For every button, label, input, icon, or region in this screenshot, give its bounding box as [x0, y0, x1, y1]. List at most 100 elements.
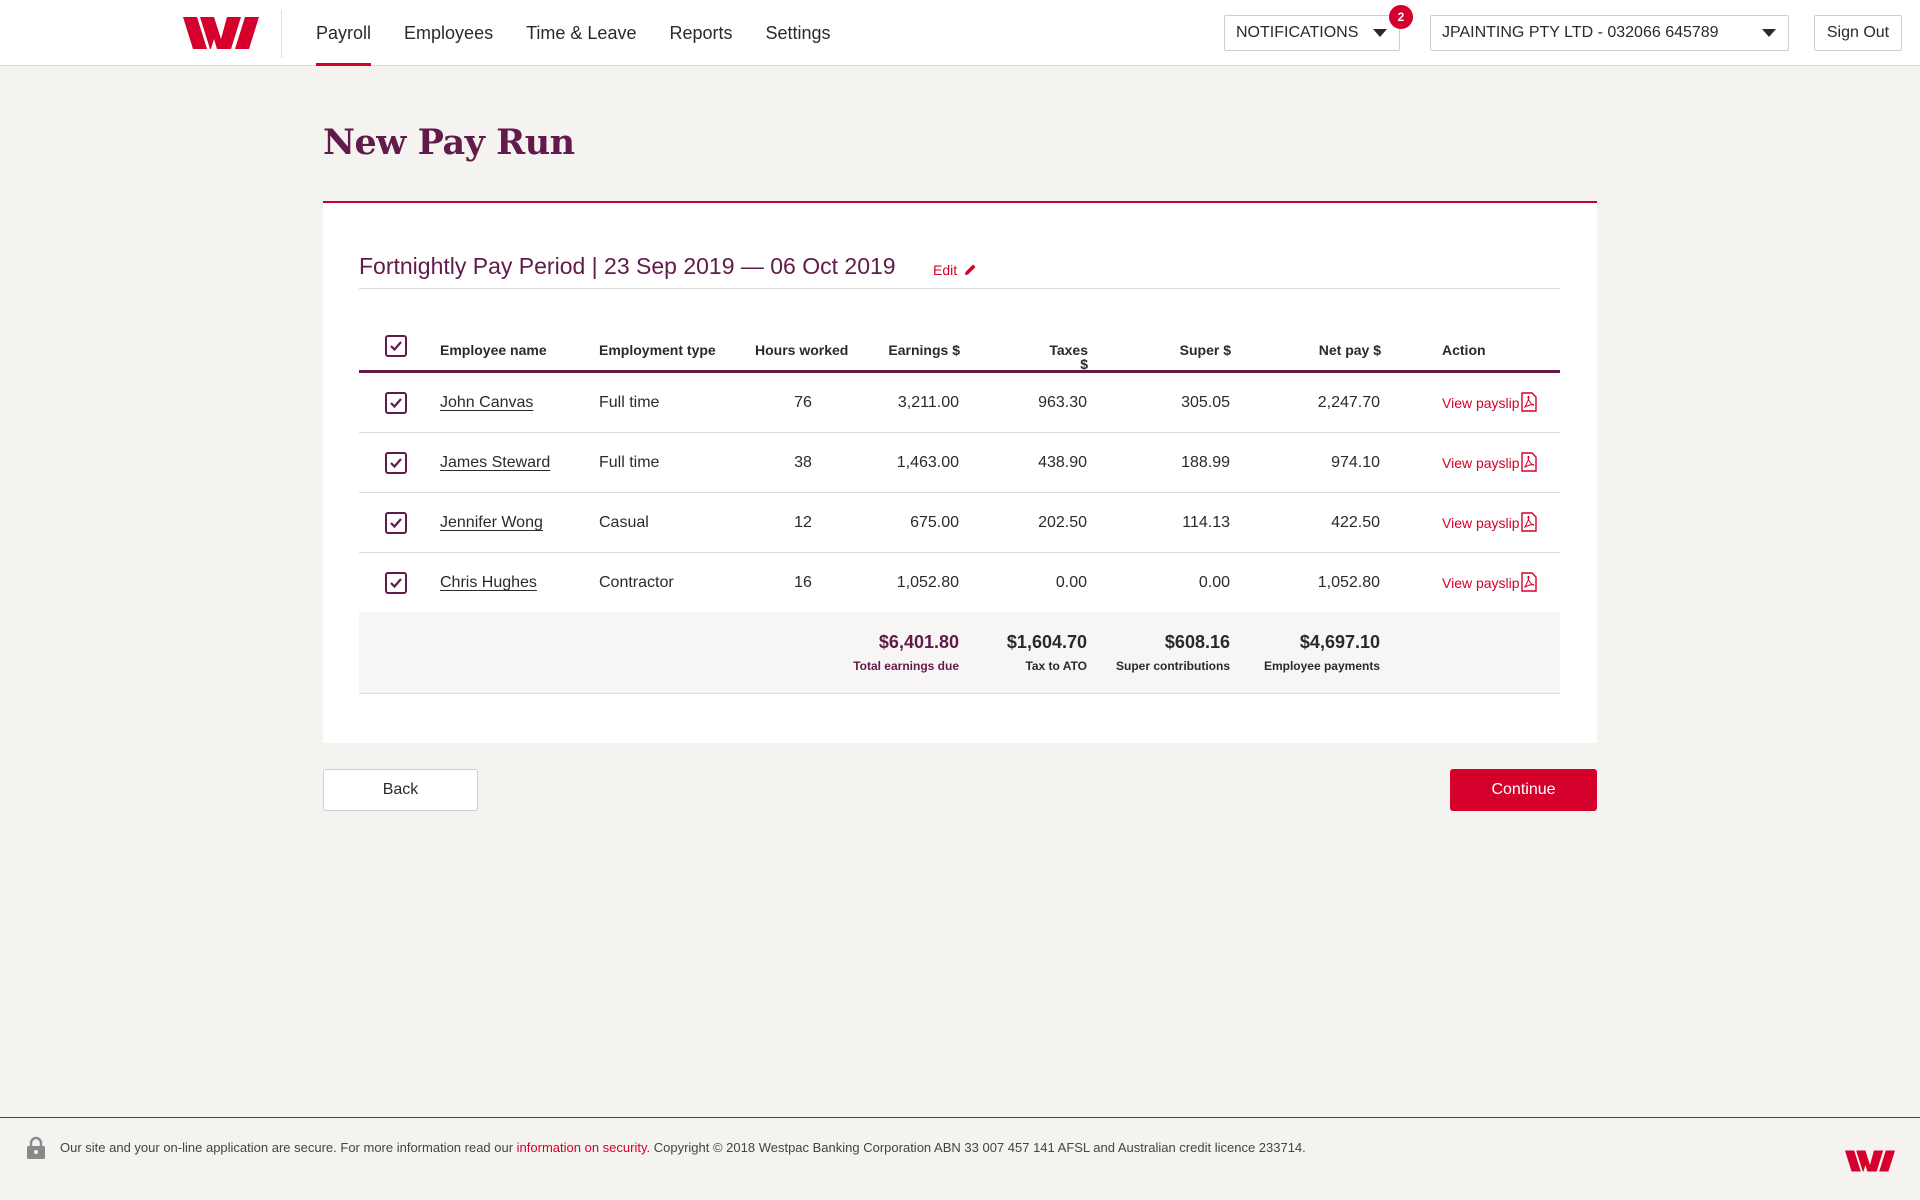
taxes: 202.50 — [1038, 514, 1087, 531]
col-action: Action — [1442, 342, 1486, 358]
totals-row: $6,401.80 Total earnings due $1,604.70 T… — [359, 612, 1560, 694]
account-label: JPAINTING PTY LTD - 032066 645789 — [1442, 24, 1719, 41]
super: 0.00 — [1198, 574, 1230, 591]
employee-name-link[interactable]: James Steward — [440, 454, 551, 471]
continue-button[interactable]: Continue — [1450, 769, 1597, 811]
employment-type: Full time — [599, 454, 660, 471]
row-checkbox[interactable] — [385, 512, 407, 534]
pay-period-title: Fortnightly Pay Period | 23 Sep 2019 — 0… — [359, 253, 896, 279]
period-divider — [359, 288, 1560, 289]
taxes: 0.00 — [1055, 574, 1087, 591]
hours-worked: 16 — [794, 574, 812, 591]
employment-type: Full time — [599, 394, 660, 411]
notifications-count-badge: 2 — [1389, 5, 1413, 29]
account-selector[interactable]: JPAINTING PTY LTD - 032066 645789 — [1430, 15, 1789, 51]
super: 188.99 — [1181, 454, 1230, 471]
notifications-dropdown[interactable]: NOTIFICATIONS — [1224, 15, 1400, 51]
edit-period-link[interactable]: Edit — [933, 262, 977, 278]
total-tax-value: $1,604.70 — [1006, 632, 1087, 652]
employment-type: Casual — [599, 514, 649, 531]
westpac-logo-icon[interactable] — [183, 17, 259, 49]
col-earnings: Earnings $ — [888, 342, 960, 358]
table-row: Jennifer Wong Casual 12 675.00 202.50 11… — [359, 493, 1560, 553]
view-payslip-link[interactable]: View payslip — [1442, 395, 1520, 411]
pencil-icon — [965, 264, 976, 275]
col-employment-type: Employment type — [599, 342, 716, 358]
hours-worked: 12 — [794, 514, 812, 531]
checkmark-icon — [390, 398, 402, 409]
earnings: 3,211.00 — [897, 394, 959, 411]
chevron-down-icon — [1373, 29, 1387, 37]
employee-name-link[interactable]: Chris Hughes — [440, 574, 537, 591]
row-checkbox[interactable] — [385, 392, 407, 414]
col-employee-name: Employee name — [440, 342, 547, 358]
view-payslip-link[interactable]: View payslip — [1442, 515, 1520, 531]
nav-settings[interactable]: Settings — [765, 23, 831, 43]
table-row: John Canvas Full time 76 3,211.00 963.30… — [359, 373, 1560, 433]
top-header: Payroll Employees Time & Leave Reports S… — [0, 0, 1920, 66]
total-net-value: $4,697.10 — [1299, 632, 1380, 652]
col-taxes: Taxes $ — [1049, 342, 1088, 372]
footer-text: Our site and your on-line application ar… — [60, 1140, 1306, 1155]
checkmark-icon — [390, 578, 402, 589]
pay-run-card: Fortnightly Pay Period | 23 Sep 2019 — 0… — [323, 201, 1597, 743]
nav-employees[interactable]: Employees — [404, 23, 494, 43]
back-button[interactable]: Back — [323, 769, 478, 811]
page-footer: Our site and your on-line application ar… — [0, 1117, 1920, 1200]
net-pay: 974.10 — [1331, 454, 1380, 471]
checkmark-icon — [390, 458, 402, 469]
taxes: 963.30 — [1038, 394, 1087, 411]
nav-reports[interactable]: Reports — [669, 23, 733, 43]
notifications-label: NOTIFICATIONS — [1236, 24, 1359, 41]
total-tax-label: Tax to ATO — [1025, 659, 1087, 673]
super: 114.13 — [1182, 514, 1230, 531]
employee-name-link[interactable]: Jennifer Wong — [440, 514, 543, 531]
earnings: 1,463.00 — [896, 454, 959, 471]
table-header-rule — [359, 370, 1560, 373]
total-net-label: Employee payments — [1263, 659, 1380, 673]
sign-out-button[interactable]: Sign Out — [1814, 15, 1902, 51]
nav-time-leave[interactable]: Time & Leave — [526, 23, 637, 43]
edit-label: Edit — [933, 262, 958, 278]
col-super: Super $ — [1179, 342, 1231, 358]
pdf-icon[interactable] — [1521, 452, 1537, 472]
taxes: 438.90 — [1038, 454, 1087, 471]
view-payslip-link[interactable]: View payslip — [1442, 575, 1520, 591]
chevron-down-icon — [1762, 29, 1776, 37]
earnings: 675.00 — [910, 514, 959, 531]
earnings: 1,052.80 — [896, 574, 959, 591]
security-info-link[interactable]: information on security. — [516, 1140, 651, 1155]
total-super-value: $608.16 — [1164, 632, 1230, 652]
hours-worked: 38 — [794, 454, 812, 471]
table-row: James Steward Full time 38 1,463.00 438.… — [359, 433, 1560, 493]
pdf-icon[interactable] — [1521, 572, 1537, 592]
net-pay: 1,052.80 — [1317, 574, 1380, 591]
pdf-icon[interactable] — [1521, 392, 1537, 412]
logo-divider — [281, 10, 282, 58]
total-earnings-label: Total earnings due — [853, 659, 959, 673]
net-pay: 2,247.70 — [1317, 394, 1380, 411]
total-earnings-value: $6,401.80 — [878, 632, 959, 652]
row-checkbox[interactable] — [385, 572, 407, 594]
col-taxes-label: Taxes — [1049, 342, 1088, 358]
pdf-icon[interactable] — [1521, 512, 1537, 532]
table-row: Chris Hughes Contractor 16 1,052.80 0.00… — [359, 553, 1560, 613]
nav-payroll[interactable]: Payroll — [316, 0, 372, 66]
total-super-label: Super contributions — [1116, 659, 1230, 673]
westpac-footer-logo-icon — [1845, 1150, 1895, 1172]
row-checkbox[interactable] — [385, 452, 407, 474]
col-hours-worked: Hours worked — [755, 342, 849, 358]
employment-type: Contractor — [599, 574, 674, 591]
view-payslip-link[interactable]: View payslip — [1442, 455, 1520, 471]
checkmark-icon — [390, 518, 402, 529]
super: 305.05 — [1181, 394, 1230, 411]
employee-name-link[interactable]: John Canvas — [440, 394, 534, 411]
page-title: New Pay Run — [323, 122, 575, 163]
footer-text-before: Our site and your on-line application ar… — [60, 1140, 517, 1155]
net-pay: 422.50 — [1331, 514, 1380, 531]
checkmark-icon — [390, 341, 402, 352]
main-nav: Payroll Employees Time & Leave Reports S… — [316, 0, 864, 66]
lock-icon — [27, 1136, 45, 1159]
select-all-checkbox[interactable] — [385, 335, 407, 357]
col-taxes-unit: $ — [1080, 356, 1088, 372]
